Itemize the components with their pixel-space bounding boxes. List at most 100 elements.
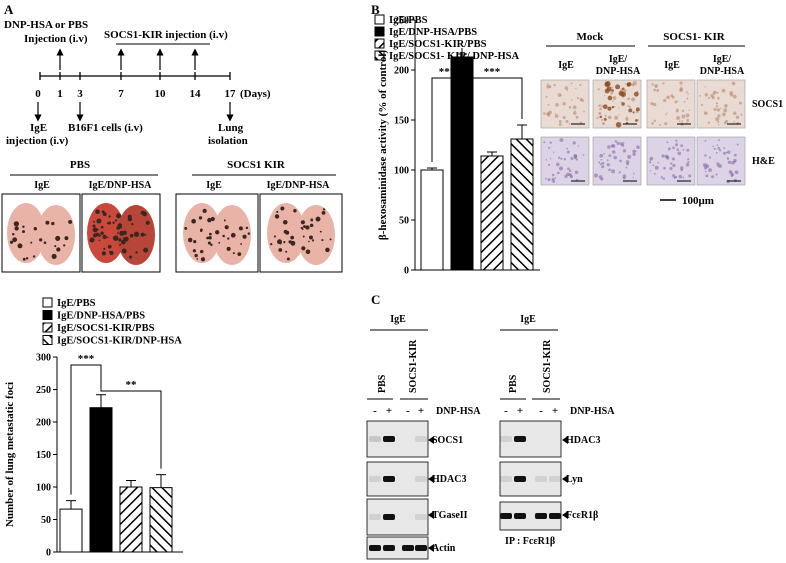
- legend-label: IgE/PBS: [57, 298, 96, 309]
- legend-swatch: [374, 38, 385, 49]
- y-tick-label: 0: [46, 548, 51, 559]
- metastatic-nodule: [193, 240, 197, 244]
- row-arrowhead: [562, 436, 568, 444]
- socs1-stain: [627, 82, 632, 87]
- metastatic-nodule: [100, 225, 104, 229]
- blot-band: [500, 476, 512, 482]
- cell-stain: [597, 88, 600, 91]
- metastatic-nodule: [128, 255, 132, 259]
- cell-stain: [547, 163, 551, 167]
- metastatic-nodule: [224, 225, 229, 230]
- metastatic-nodule: [12, 232, 15, 236]
- cell-stain: [653, 172, 656, 175]
- cell-stain: [649, 159, 652, 161]
- bar: [149, 487, 173, 553]
- significance-bracket: [461, 48, 523, 119]
- socs1-stain: [635, 107, 640, 112]
- bar: [510, 138, 534, 271]
- metastatic-nodule: [114, 219, 118, 222]
- blot-band: [535, 476, 547, 482]
- blot-label-socs1: SOCS1: [432, 435, 463, 446]
- bar: [480, 155, 504, 271]
- cell-stain: [704, 154, 707, 157]
- metastatic-nodule: [131, 222, 134, 226]
- timeline-b16: B16F1 cells (i.v): [68, 122, 143, 134]
- hist-row-he: H&E: [752, 156, 775, 167]
- cell-stain: [606, 163, 610, 167]
- blot-label-hdac3-left: HDAC3: [432, 474, 466, 485]
- significance-label: **: [126, 379, 138, 391]
- cell-stain: [549, 141, 552, 144]
- socs1-stain: [632, 111, 635, 114]
- metastatic-nodule: [95, 209, 100, 215]
- blot-label-actin: Actin: [432, 543, 456, 554]
- cell-stain: [651, 122, 654, 125]
- cell-stain: [736, 143, 739, 146]
- blot-left-sign-2: +: [386, 405, 392, 417]
- metastatic-nodule: [121, 248, 127, 254]
- metastatic-nodule: [101, 251, 106, 256]
- cell-stain: [633, 172, 635, 175]
- cell-stain: [562, 115, 566, 119]
- blot-label-tgase: TGaseII: [432, 510, 468, 521]
- metastatic-nodule: [322, 208, 326, 211]
- cell-stain: [673, 176, 676, 179]
- blot-left-kir: SOCS1-KIR: [408, 339, 419, 393]
- cell-stain: [627, 105, 630, 108]
- legend-label: IgE/SOCS1-KIR/DNP-HSA: [57, 336, 182, 347]
- cell-stain: [607, 145, 611, 149]
- metastatic-nodule: [194, 253, 198, 258]
- legend-label: IgE/SOCS1-KIR/PBS: [389, 39, 487, 50]
- cell-stain: [717, 114, 721, 118]
- lung-photos: [7, 203, 335, 265]
- blot-band: [383, 476, 395, 482]
- timeline-top-left-2: Injection (i.v): [24, 33, 88, 45]
- cell-stain: [725, 151, 728, 154]
- lung-col-dnp-1: IgE/DNP-HSA: [89, 180, 153, 191]
- cell-stain: [707, 96, 711, 100]
- metastatic-nodule: [117, 226, 121, 230]
- metastatic-nodule: [208, 236, 212, 240]
- hist-mock-header: Mock: [577, 31, 605, 43]
- metastatic-nodule: [89, 237, 95, 243]
- metastatic-nodule: [240, 243, 243, 245]
- cell-stain: [674, 100, 678, 104]
- metastatic-nodule: [283, 241, 286, 244]
- metastatic-nodule: [96, 228, 99, 231]
- socs1-stain: [603, 117, 607, 121]
- blot-right-sign-2: +: [517, 405, 523, 417]
- cell-stain: [663, 166, 666, 170]
- blot-right-row-labels: HDAC3 Lyn FcεR1β: [566, 435, 600, 521]
- cell-stain: [565, 119, 569, 123]
- cell-stain: [718, 123, 720, 126]
- cell-stain: [732, 94, 737, 99]
- metastatic-nodule: [310, 218, 314, 222]
- metastatic-nodule: [200, 249, 204, 254]
- blot-band: [415, 514, 427, 520]
- scale-label: 100μm: [682, 195, 714, 207]
- cell-stain: [677, 100, 679, 103]
- timeline-ige-2: injection (i.v): [6, 135, 69, 147]
- cell-stain: [686, 148, 690, 152]
- hist-col-ige-2: IgE: [664, 60, 680, 71]
- cell-stain: [547, 178, 551, 182]
- cell-stain: [558, 123, 562, 126]
- metastatic-nodule: [129, 233, 134, 238]
- cell-stain: [680, 86, 682, 88]
- metastatic-nodule: [55, 235, 61, 241]
- hist-col-ige-1: IgE: [558, 60, 574, 71]
- cell-stain: [652, 164, 655, 167]
- cell-stain: [622, 149, 627, 153]
- cell-stain: [660, 176, 663, 179]
- metastatic-nodule: [107, 221, 112, 225]
- cell-stain: [704, 86, 706, 88]
- metastatic-nodule: [300, 220, 305, 225]
- cell-stain: [676, 148, 680, 152]
- cell-stain: [662, 82, 665, 85]
- tick-10: 10: [155, 88, 167, 100]
- blot-band: [402, 545, 414, 551]
- metastatic-nodule: [222, 234, 225, 238]
- bar: [59, 508, 83, 553]
- cell-stain: [710, 94, 714, 98]
